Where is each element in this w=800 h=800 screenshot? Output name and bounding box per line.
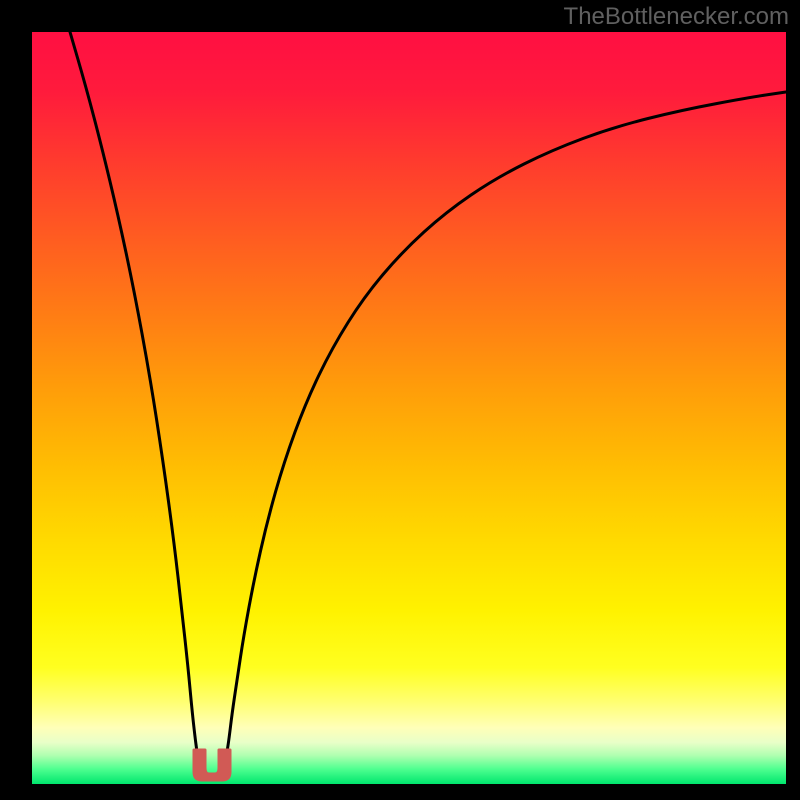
curve-layer	[32, 32, 786, 784]
watermark-text: TheBottlenecker.com	[564, 3, 789, 31]
bottleneck-curve-right	[227, 92, 786, 752]
minimum-marker	[194, 750, 230, 780]
plot-area	[32, 32, 786, 784]
bottleneck-curve-left	[70, 32, 197, 752]
stage: TheBottlenecker.com	[0, 0, 800, 800]
